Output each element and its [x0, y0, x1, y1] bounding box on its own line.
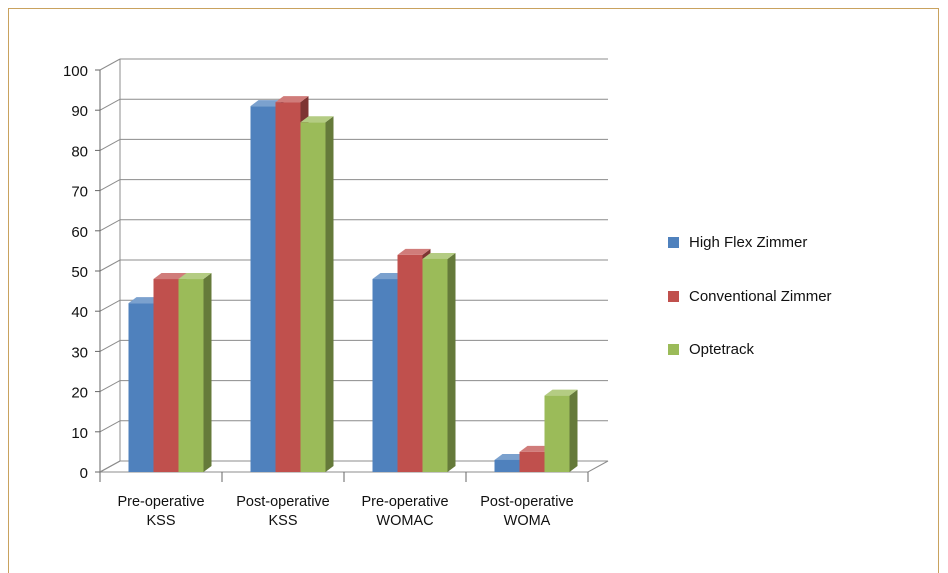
bar [300, 116, 334, 472]
gridline-side [99, 339, 121, 352]
legend-swatch [668, 237, 679, 248]
bar-front [128, 303, 154, 472]
bar-top [250, 100, 284, 107]
bar-top [372, 273, 406, 280]
y-tick-label: 90 [71, 103, 88, 120]
y-tick-label: 20 [71, 385, 88, 402]
gridline-side [99, 380, 121, 393]
y-tick-label: 0 [80, 465, 88, 482]
bar-side [447, 252, 456, 472]
bars [128, 96, 578, 473]
legend-swatch [668, 291, 679, 302]
bar-front [153, 279, 179, 472]
bar-top [153, 273, 187, 280]
bar-front [372, 279, 398, 472]
x-tick-label: Pre-operative KSS [117, 494, 204, 529]
bar-top [494, 453, 528, 460]
bar-front [519, 451, 545, 472]
bar [544, 389, 578, 472]
bar-top [128, 297, 162, 304]
y-tick-label: 60 [71, 224, 88, 241]
bar-front [397, 254, 423, 472]
gridline-side [99, 420, 121, 433]
y-tick-label: 50 [71, 264, 88, 281]
y-tick-label: 40 [71, 304, 88, 321]
bar-front [494, 459, 520, 472]
y-tick-label: 100 [63, 63, 88, 80]
bar-front [544, 395, 570, 472]
x-axis-labels: Pre-operative KSS Post-operative KSS Pre-ope… [117, 494, 573, 529]
bar-side [325, 116, 334, 472]
bar-side [203, 273, 212, 472]
bar-top [178, 273, 212, 280]
gridline-side [99, 58, 121, 71]
bar-front [300, 122, 326, 472]
bar-front [422, 258, 448, 472]
bar-top [519, 445, 553, 452]
bar-front [178, 279, 204, 472]
legend-item: Conventional Zimmer [668, 288, 832, 305]
gridline-side [99, 299, 121, 312]
bar-front [250, 106, 276, 473]
legend-label: High Flex Zimmer [689, 234, 808, 251]
x-tick-label: Pre-operative WOMAC [361, 494, 448, 529]
y-tick-label: 30 [71, 344, 88, 361]
x-tick-label: Post-operative WOMA [480, 494, 574, 529]
gridline-side [99, 219, 121, 232]
legend-item: Optetrack [668, 341, 754, 358]
bar [178, 273, 212, 472]
bar-top [422, 252, 456, 259]
bar-top [275, 96, 309, 103]
legend-label: Optetrack [689, 341, 755, 358]
bar-top [544, 389, 578, 396]
gridline-side [99, 259, 121, 272]
bar-top [300, 116, 334, 123]
y-tick-label: 10 [71, 425, 88, 442]
y-tick-label: 70 [71, 184, 88, 201]
bar [422, 252, 456, 472]
y-axis-ticks: 0 10 20 30 40 50 60 70 80 90 100 [63, 63, 88, 482]
y-tick-label: 80 [71, 143, 88, 160]
bar-front [275, 102, 301, 472]
legend-label: Conventional Zimmer [689, 288, 832, 305]
chart-frame [8, 8, 939, 573]
bar-top [397, 248, 431, 255]
x-tick-label: Post-operative KSS [236, 494, 330, 529]
gridline-side [99, 98, 121, 111]
bar-side [569, 389, 578, 472]
gridline-side [99, 179, 121, 192]
gridline-side [99, 138, 121, 151]
legend-item: High Flex Zimmer [668, 234, 807, 251]
legend-swatch [668, 344, 679, 355]
